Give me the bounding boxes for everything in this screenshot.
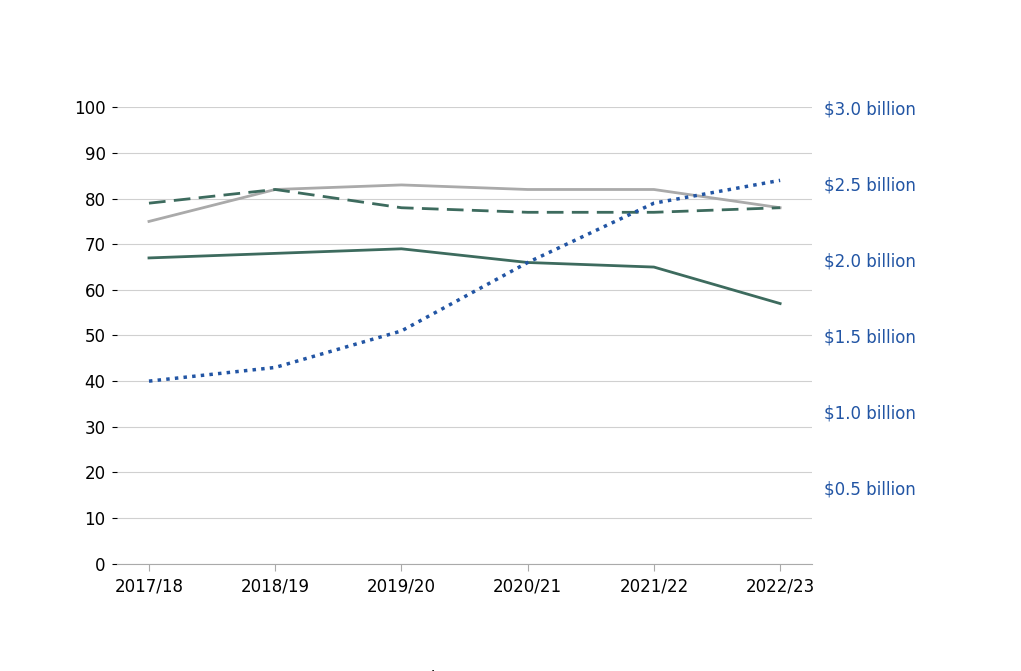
Legend: Water supply, Stormwater, Wastewater, Investment: Water supply, Stormwater, Wastewater, In… (257, 663, 672, 671)
